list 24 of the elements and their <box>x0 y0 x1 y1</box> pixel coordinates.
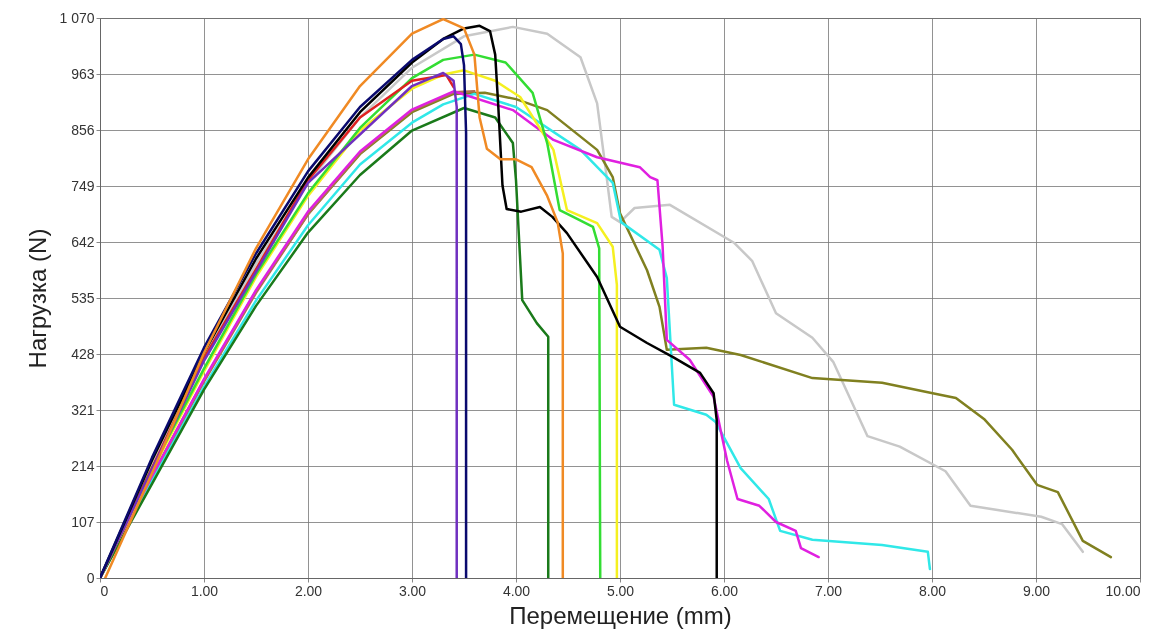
x-axis-title: Перемещение (mm) <box>509 601 732 629</box>
y-tick-label: 642 <box>71 233 95 250</box>
x-tick-label: 3.00 <box>398 582 427 599</box>
x-tick-label: 6.00 <box>710 582 739 599</box>
x-tick-label: 5.00 <box>606 582 635 599</box>
y-tick-label: 749 <box>71 177 95 194</box>
y-tick-label: 428 <box>71 345 95 362</box>
x-tick-label: 8.00 <box>918 582 947 599</box>
y-tick-label: 963 <box>71 65 95 82</box>
x-tick-label: 2.00 <box>294 582 323 599</box>
y-tick-label: 214 <box>71 457 95 474</box>
x-tick-label: 4.00 <box>502 582 531 599</box>
y-tick-label: 1 070 <box>59 9 95 26</box>
y-axis-title: Нагрузка (N) <box>24 228 52 369</box>
x-tick-label: 1.00 <box>190 582 219 599</box>
y-tick-label: 321 <box>71 401 95 418</box>
y-tick-label: 856 <box>71 121 95 138</box>
x-tick-label: 0 <box>100 582 109 599</box>
x-tick-label: 9.00 <box>1022 582 1051 599</box>
y-tick-label: 107 <box>71 513 95 530</box>
x-tick-label: 10.00 <box>1105 582 1141 599</box>
y-tick-label: 535 <box>71 289 95 306</box>
y-tick-label: 0 <box>86 569 95 586</box>
x-tick-label: 7.00 <box>814 582 843 599</box>
